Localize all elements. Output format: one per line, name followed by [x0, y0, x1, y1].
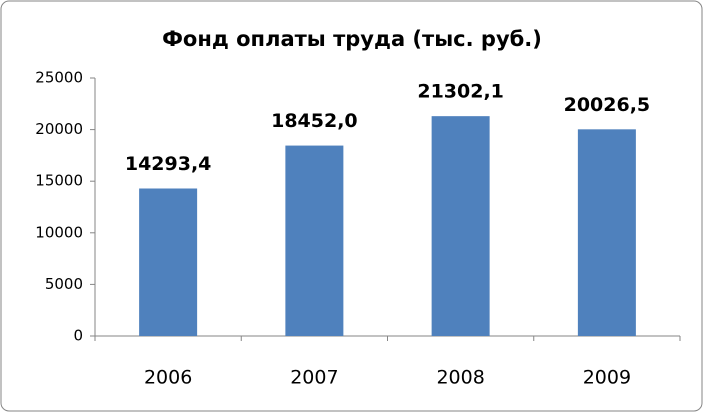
y-tick-label: 10000	[35, 223, 83, 241]
x-tick-label: 2007	[290, 367, 338, 389]
x-tick-label: 2009	[583, 367, 631, 389]
x-tick-label: 2008	[436, 367, 484, 389]
y-tick-label: 5000	[45, 275, 83, 293]
bar	[285, 145, 344, 336]
y-tick-label: 15000	[35, 172, 83, 190]
data-label: 20026,5	[564, 94, 651, 116]
x-tick-label: 2006	[144, 367, 192, 389]
y-tick-label: 25000	[35, 69, 83, 87]
bar	[431, 116, 490, 337]
chart-title: Фонд оплаты труда (тыс. руб.)	[162, 27, 542, 51]
bar	[139, 188, 198, 336]
y-tick-label: 20000	[35, 120, 83, 138]
bar	[577, 129, 636, 336]
data-label: 21302,1	[417, 81, 504, 103]
data-label: 18452,0	[271, 110, 358, 132]
y-tick-label: 0	[73, 327, 83, 345]
data-label: 14293,4	[125, 153, 212, 175]
